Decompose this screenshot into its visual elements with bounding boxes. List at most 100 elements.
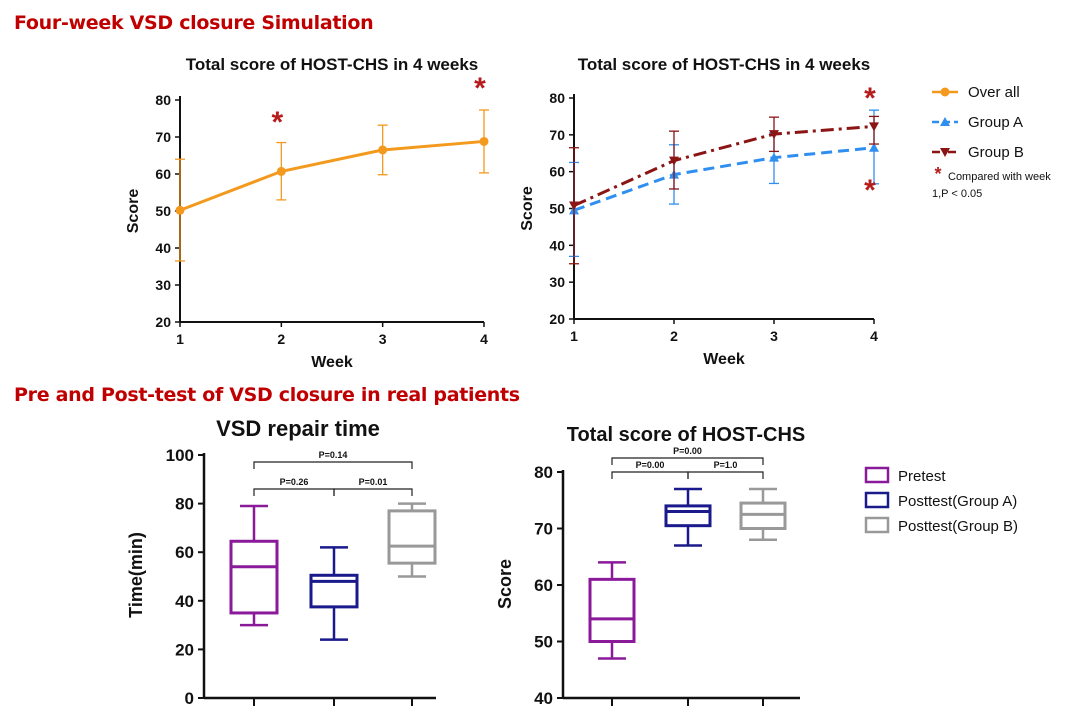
y-tick-label: 20 — [175, 640, 194, 659]
legend-label: Group B — [968, 144, 1024, 161]
y-tick-label: 50 — [534, 633, 553, 652]
x-tick-label: 3 — [770, 328, 778, 344]
series-line — [179, 139, 485, 212]
x-tick-label: 1 — [570, 328, 578, 344]
legend-note-line1: Compared with week — [948, 171, 1051, 183]
y-axis-label: Time(min) — [126, 532, 146, 618]
legend-label: Pretest — [898, 468, 946, 485]
y-tick-label: 50 — [155, 203, 171, 219]
y-tick-label: 30 — [155, 277, 171, 293]
comparison-bracket: P=0.26 — [253, 477, 335, 496]
bracket-line — [687, 471, 764, 479]
x-tick-label: 4 — [870, 328, 878, 344]
series-line — [573, 146, 875, 212]
p-value-label: P=0.00 — [673, 446, 702, 456]
legend-label: Posttest(Group A) — [898, 493, 1017, 510]
p-value-label: P=0.00 — [636, 460, 665, 470]
y-tick-label: 40 — [155, 240, 171, 256]
significance-asterisk: * — [864, 174, 876, 207]
significance-asterisk: * — [271, 106, 283, 139]
y-tick-label: 80 — [175, 495, 194, 514]
data-point — [769, 130, 779, 140]
y-tick-label: 40 — [175, 592, 194, 611]
box-chart-host_score: Total score of HOST-CHS 40 50 60 70 80 Score P=… — [495, 424, 805, 708]
bracket-line — [253, 461, 413, 469]
legend-label: Posttest(Group B) — [898, 518, 1018, 535]
y-tick-label: 60 — [534, 576, 553, 595]
legend-label: Group A — [968, 114, 1023, 131]
legend-label: Over all — [968, 84, 1020, 101]
data-point — [769, 152, 779, 162]
series-over-all — [175, 109, 489, 262]
y-tick-label: 20 — [549, 311, 565, 327]
box-posttest-group-b — [387, 502, 437, 578]
data-point — [175, 205, 185, 215]
x-axis-label: Week — [311, 354, 353, 371]
box-posttest-group-a — [309, 546, 359, 641]
y-tick-label: 0 — [185, 689, 194, 708]
y-tick-label: 40 — [534, 689, 553, 708]
legend-marker — [940, 117, 950, 126]
series-group-b — [569, 115, 879, 265]
y-tick-label: 70 — [534, 520, 553, 539]
y-tick-label: 30 — [549, 274, 565, 290]
box-posttest-group-b — [739, 487, 787, 542]
box-iqr — [387, 509, 437, 565]
box-chart-repair_time: VSD repair time 0 20 40 60 80 100 Time(min) P=0.… — [126, 416, 437, 708]
significance-asterisk: * — [864, 82, 876, 115]
y-axis-label: Score — [519, 186, 536, 231]
chart-title: VSD repair time — [216, 416, 380, 441]
series-line — [573, 124, 875, 207]
p-value-label: P=1.0 — [714, 460, 738, 470]
y-tick-label: 70 — [549, 127, 565, 143]
p-value-label: P=0.14 — [319, 450, 348, 460]
box-pretest — [588, 561, 636, 660]
comparison-bracket: P=0.00 — [611, 460, 689, 479]
line-chart-overall: Total score of HOST-CHS in 4 weeks 20 30 40… — [125, 55, 489, 371]
x-tick-label: 3 — [379, 331, 387, 347]
data-point — [669, 156, 679, 166]
y-tick-label: 40 — [549, 237, 565, 253]
comparison-bracket: P=0.00 — [611, 446, 764, 465]
section-title-simulation: Four-week VSD closure Simulation — [14, 12, 374, 34]
comparison-bracket: P=0.14 — [253, 450, 413, 469]
y-tick-label: 20 — [155, 314, 171, 330]
y-tick-label: 80 — [155, 92, 171, 108]
bracket-line — [333, 488, 413, 496]
data-point — [479, 136, 489, 146]
series-group-a — [569, 109, 879, 258]
comparison-bracket: P=1.0 — [687, 460, 764, 479]
box-pretest — [229, 504, 279, 627]
y-axis-label: Score — [125, 189, 142, 234]
data-point — [869, 122, 879, 132]
y-tick-label: 80 — [534, 463, 553, 482]
p-value-label: P=0.26 — [280, 477, 309, 487]
box-legend: Pretest Posttest(Group A) Posttest(Group B… — [864, 466, 1018, 535]
x-tick-label: 2 — [277, 331, 285, 347]
y-tick-label: 80 — [549, 90, 565, 106]
section-title-real-patients: Pre and Post-test of VSD closure in real… — [14, 384, 520, 406]
legend-note-asterisk: * — [934, 164, 941, 184]
data-point — [869, 142, 879, 152]
x-tick-label: 1 — [176, 331, 184, 347]
data-point — [569, 201, 579, 211]
p-value-label: P=0.01 — [359, 477, 388, 487]
box-iqr — [588, 577, 636, 643]
y-tick-label: 100 — [166, 446, 194, 465]
bracket-line — [611, 457, 764, 465]
legend-marker — [940, 148, 950, 157]
chart-title: Total score of HOST-CHS in 4 weeks — [186, 55, 479, 74]
y-axis-label: Score — [495, 559, 515, 609]
data-point — [276, 166, 286, 176]
bracket-line — [611, 471, 689, 479]
line-chart-groups: Total score of HOST-CHS in 4 weeks 20 30 40… — [519, 55, 879, 368]
y-tick-label: 60 — [155, 166, 171, 182]
y-tick-label: 60 — [549, 164, 565, 180]
chart-title: Total score of HOST-CHS in 4 weeks — [578, 55, 871, 74]
significance-asterisk: * — [474, 72, 486, 105]
x-tick-label: 4 — [480, 331, 488, 347]
legend-swatch — [864, 491, 890, 509]
bracket-line — [253, 488, 335, 496]
comparison-bracket: P=0.01 — [333, 477, 413, 496]
